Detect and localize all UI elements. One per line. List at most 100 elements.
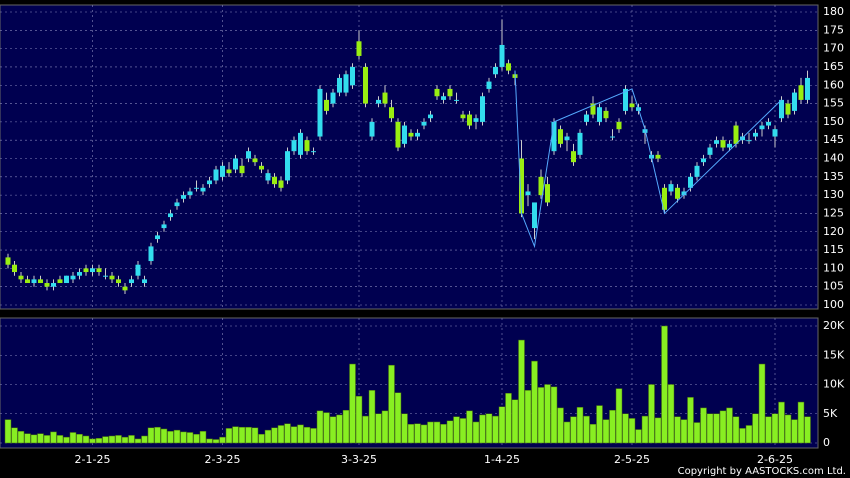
volume-bar <box>63 436 70 444</box>
candle-body <box>499 44 505 67</box>
y-tick-label: 120 <box>823 225 844 238</box>
volume-bar <box>349 363 356 444</box>
volume-bar <box>518 339 525 444</box>
volume-bar <box>245 426 252 444</box>
candle-body <box>96 268 102 273</box>
volume-bar <box>206 438 213 444</box>
candle-body <box>272 176 277 185</box>
candle-body <box>207 180 212 185</box>
candle-body <box>545 184 550 203</box>
candle-body <box>324 99 329 111</box>
candle-body <box>155 235 160 240</box>
candle-body <box>506 63 511 71</box>
candle-body <box>330 92 336 104</box>
volume-bar <box>680 419 688 444</box>
volume-bar <box>615 388 623 444</box>
volume-bar <box>141 435 148 444</box>
candle-body <box>77 272 82 276</box>
volume-bar <box>628 418 636 444</box>
candle-body <box>447 88 453 97</box>
volume-bar <box>225 428 233 444</box>
volume-bar <box>37 433 44 444</box>
volume-bar <box>173 429 181 444</box>
volume-bar <box>401 413 408 444</box>
candle-body <box>577 132 583 155</box>
volume-bar <box>804 416 811 444</box>
candle-body <box>181 195 186 199</box>
volume-bar <box>303 426 311 444</box>
volume-bar <box>758 363 766 444</box>
volume-bar <box>43 435 51 444</box>
candle-body <box>434 88 440 97</box>
volume-bar <box>342 409 350 444</box>
volume-bar <box>394 392 402 444</box>
volume-bar <box>732 416 740 444</box>
volume-bar <box>719 410 727 444</box>
volume-bar <box>440 424 447 444</box>
price-panel <box>0 4 819 310</box>
volume-bar <box>154 426 161 444</box>
candle-body <box>38 279 43 284</box>
candle-body <box>311 151 316 153</box>
volume-bar <box>160 428 168 444</box>
candle-body <box>57 279 63 284</box>
volume-bar <box>498 406 506 444</box>
volume-bar <box>102 436 109 444</box>
candle-body <box>428 114 433 119</box>
candle-body <box>317 88 323 137</box>
candle-body <box>597 107 602 122</box>
volume-bar <box>277 425 285 444</box>
volume-bar <box>706 413 714 444</box>
candle-body <box>103 275 108 277</box>
volume-bar <box>82 435 90 444</box>
candle-body <box>51 283 56 287</box>
candle-body <box>298 132 303 155</box>
volume-bar <box>427 421 434 444</box>
volume-bar <box>752 413 759 444</box>
volume-bar <box>570 416 577 444</box>
volume-bar <box>167 431 174 444</box>
candle-body <box>746 140 752 142</box>
volume-bar <box>290 426 298 444</box>
candle-body <box>25 279 30 284</box>
candle-body <box>350 66 355 86</box>
volume-bar <box>316 410 324 444</box>
candle-body <box>421 121 427 126</box>
volume-bar <box>661 325 668 444</box>
candle-body <box>246 151 251 159</box>
volume-bar <box>69 432 77 444</box>
candle-body <box>564 136 570 141</box>
volume-bar <box>375 413 382 444</box>
y-tick-label: 110 <box>823 261 844 274</box>
volume-bar <box>648 384 655 444</box>
candle-body <box>655 154 661 159</box>
volume-bar <box>622 413 629 444</box>
volume-bar <box>30 434 38 444</box>
candle-body <box>701 158 706 163</box>
volume-bar <box>485 413 493 444</box>
candle-body <box>467 114 472 126</box>
volume-bar <box>310 428 317 444</box>
candle-body <box>239 165 245 174</box>
volume-bar <box>108 435 116 444</box>
volume-bar <box>121 436 129 444</box>
candle-body <box>558 129 563 144</box>
volume-bar <box>446 420 454 444</box>
volume-bar <box>381 410 389 444</box>
volume-bar <box>739 428 746 444</box>
volume-bar <box>297 424 304 444</box>
volume-bar <box>583 415 590 444</box>
candle-body <box>441 96 446 100</box>
candle-body <box>285 151 290 181</box>
volume-bar <box>537 387 545 444</box>
candle-body <box>31 279 37 284</box>
volume-bar <box>687 397 694 444</box>
candle-body <box>161 224 167 229</box>
candle-body <box>135 264 141 276</box>
candle-body <box>694 165 700 177</box>
volume-bar <box>602 419 610 444</box>
volume-bar <box>264 429 272 444</box>
volume-bar <box>550 386 558 444</box>
volume-bar <box>258 433 265 444</box>
candle-body <box>18 275 24 280</box>
